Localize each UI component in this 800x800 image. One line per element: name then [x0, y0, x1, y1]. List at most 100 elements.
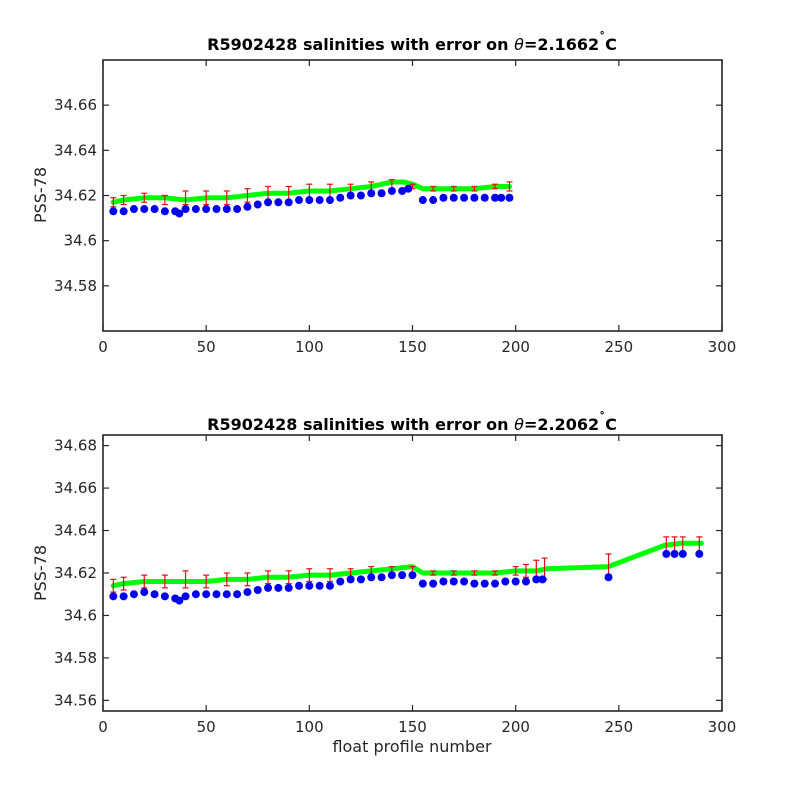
x-tick-label: 200: [501, 718, 530, 736]
y-tick-label: 34.68: [54, 437, 97, 455]
uncalibrated-point: [367, 189, 376, 198]
error-bar: [492, 570, 499, 576]
y-axis-label-bottom: PSS-78: [31, 545, 50, 601]
error-bar: [471, 185, 478, 192]
uncalibrated-point: [695, 549, 704, 558]
uncalibrated-point: [377, 573, 386, 582]
uncalibrated-point: [160, 592, 169, 601]
x-tick-label: 100: [295, 718, 324, 736]
error-bar: [161, 574, 168, 589]
uncalibrated-point: [325, 196, 334, 205]
uncalibrated-point: [505, 193, 514, 202]
y-tick-label: 34.62: [54, 187, 97, 205]
uncalibrated-point: [129, 590, 138, 599]
ticks-top: 0 50 100 150 200 250 300 34.58 34.6 34.62 34.64 34.…: [54, 60, 736, 356]
uncalibrated-point: [150, 590, 159, 599]
y-tick-label: 34.66: [54, 96, 97, 114]
uncalibrated-point: [202, 205, 211, 214]
error-bar: [182, 570, 189, 589]
uncalibrated-point: [387, 571, 396, 580]
uncalibrated-point: [604, 573, 613, 582]
error-bar: [120, 194, 127, 206]
calibrated-series-line: [110, 540, 704, 589]
x-tick-label: 250: [605, 718, 634, 736]
uncalibrated-point: [222, 590, 231, 599]
error-bar: [141, 192, 148, 203]
y-tick-label: 34.56: [54, 691, 97, 709]
error-bar: [512, 566, 519, 576]
uncalibrated-point: [356, 191, 365, 200]
error-bar: [182, 190, 189, 206]
chart-panel-top: 0 50 100 150 200 250 300 34.58 34.6 34.62 34.64 34.…: [31, 30, 736, 356]
uncalibrated-point: [678, 549, 687, 558]
uncalibrated-point: [662, 549, 671, 558]
uncalibrated-point: [243, 588, 252, 597]
uncalibrated-point: [501, 577, 510, 586]
uncalibrated-point: [233, 590, 242, 599]
uncalibrated-point: [491, 193, 500, 202]
uncalibrated-point: [140, 588, 149, 597]
uncalibrated-point: [460, 577, 469, 586]
chart-title-bottom: R5902428 salinities with error on θ=2.20…: [207, 410, 617, 434]
error-bar: [450, 570, 457, 576]
chart-title-top: R5902428 salinities with error on θ=2.16…: [207, 30, 617, 54]
uncalibrated-point: [538, 575, 547, 584]
uncalibrated-point: [491, 579, 500, 588]
uncalibrated-point: [336, 577, 345, 586]
error-bar: [306, 568, 313, 583]
uncalibrated-point: [284, 583, 293, 592]
uncalibrated-point: [315, 581, 324, 590]
uncalibrated-point: [460, 193, 469, 202]
uncalibrated-point: [295, 196, 304, 205]
error-bar: [430, 185, 437, 192]
uncalibrated-point: [408, 571, 417, 580]
uncalibrated-point: [181, 592, 190, 601]
uncalibrated-point: [253, 585, 262, 594]
error-bar: [326, 568, 333, 583]
uncalibrated-point: [532, 575, 541, 584]
error-bar: [223, 190, 230, 206]
error-bar: [244, 188, 251, 203]
error-bar: [203, 574, 210, 589]
error-bar: [120, 576, 127, 591]
uncalibrated-point: [449, 577, 458, 586]
uncalibrated-point: [233, 205, 242, 214]
uncalibrated-point: [356, 575, 365, 584]
uncalibrated-point: [325, 581, 334, 590]
uncalibrated-point: [109, 207, 118, 216]
uncalibrated-point: [274, 583, 283, 592]
uncalibrated-point: [212, 205, 221, 214]
uncalibrated-point: [429, 579, 438, 588]
error-bar: [161, 194, 168, 206]
uncalibrated-point: [181, 205, 190, 214]
error-bar: [450, 185, 457, 192]
x-tick-label: 300: [708, 718, 737, 736]
uncalibrated-point: [222, 205, 231, 214]
y-tick-label: 34.64: [54, 522, 97, 540]
y-tick-label: 34.64: [54, 141, 97, 159]
uncalibrated-point: [175, 209, 184, 218]
uncalibrated-point: [243, 202, 252, 211]
uncalibrated-point: [480, 193, 489, 202]
y-tick-label: 34.58: [54, 649, 97, 667]
uncalibrated-point: [175, 596, 184, 605]
x-tick-label: 200: [501, 338, 530, 356]
uncalibrated-point: [150, 205, 159, 214]
error-bar: [506, 181, 513, 192]
x-tick-label: 50: [197, 338, 216, 356]
y-tick-label: 34.66: [54, 479, 97, 497]
data-marks-top: [109, 179, 514, 218]
uncalibrated-point: [305, 196, 314, 205]
y-tick-label: 34.58: [54, 277, 97, 295]
error-bar: [471, 570, 478, 576]
uncalibrated-point: [398, 186, 407, 195]
x-tick-label: 50: [197, 718, 216, 736]
x-tick-label: 150: [398, 718, 427, 736]
uncalibrated-point: [418, 579, 427, 588]
uncalibrated-point: [497, 193, 506, 202]
chart-panel-bottom: 0 50 100 150 200 250 300 34.56 34.58 34.6 34.62 34.…: [31, 410, 736, 756]
ticks-bottom: 0 50 100 150 200 250 300 34.56 34.58 34.6 34.62 34.…: [54, 435, 736, 736]
uncalibrated-point: [315, 196, 324, 205]
uncalibrated-point: [253, 200, 262, 209]
uncalibrated-point: [191, 590, 200, 599]
